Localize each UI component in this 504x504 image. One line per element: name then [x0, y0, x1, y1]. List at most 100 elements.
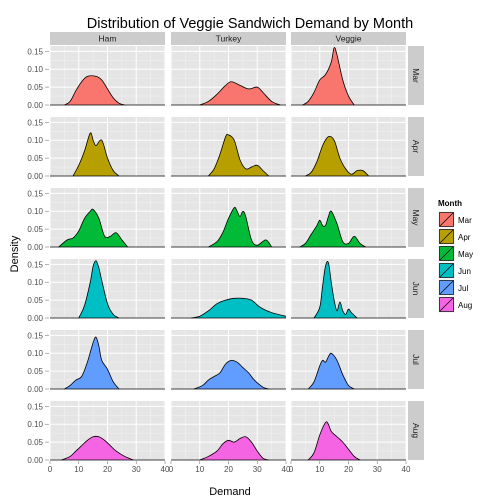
- density-area-may-ham: [58, 209, 128, 247]
- density-area-jul-turkey: [194, 360, 269, 389]
- y-tick-label: 0.10: [27, 278, 43, 287]
- panel-jul-turkey: [170, 330, 287, 390]
- strip-apr: [408, 117, 424, 176]
- strip-label-jun: Jun: [411, 282, 421, 296]
- density-line-apr-ham: [72, 132, 120, 177]
- y-tick-label: 0.00: [27, 172, 43, 181]
- x-tick-label: 0: [289, 465, 294, 474]
- density-area-mar-turkey: [199, 81, 281, 105]
- strip-label-jul: Jul: [411, 354, 421, 365]
- y-tick-label: 0.00: [27, 243, 43, 252]
- density-area-jun-turkey: [191, 298, 286, 318]
- y-axis-title: Density: [9, 235, 21, 272]
- strip-label-veggie: Veggie: [336, 34, 362, 44]
- chart-title: Distribution of Veggie Sandwich Demand b…: [87, 16, 413, 32]
- density-area-jun-veggie: [314, 261, 358, 318]
- density-line-may-veggie: [299, 210, 366, 248]
- x-axis-title: Demand: [209, 486, 251, 498]
- panel-mar-turkey: [170, 46, 287, 106]
- legend-label-jun: Jun: [458, 267, 471, 276]
- x-tick-label: 10: [195, 465, 204, 474]
- y-tick-label: 0.15: [27, 47, 43, 56]
- legend-label-apr: Apr: [458, 233, 471, 242]
- density-line-mar-veggie: [302, 47, 355, 106]
- y-tick-label: 0.05: [27, 367, 43, 376]
- density-line-jul-turkey: [193, 359, 269, 390]
- y-tick-label: 0.10: [27, 420, 43, 429]
- strip-jun: [408, 259, 424, 318]
- density-line-may-turkey: [208, 207, 272, 248]
- strip-may: [408, 188, 424, 247]
- x-tick-label: 30: [373, 465, 382, 474]
- panel-aug-ham: [49, 401, 166, 461]
- panel-may-ham: [49, 188, 166, 248]
- strip-aug: [408, 401, 424, 460]
- panel-jun-turkey: [170, 259, 287, 319]
- panel-jun-veggie: [290, 259, 407, 319]
- density-line-jun-veggie: [313, 261, 358, 319]
- panel-apr-turkey: [170, 117, 287, 177]
- legend-title: Month: [438, 199, 462, 208]
- density-line-jun-ham: [78, 260, 120, 319]
- y-tick-label: 0.05: [27, 154, 43, 163]
- x-tick-label: 40: [161, 465, 170, 474]
- legend-label-may: May: [458, 250, 473, 259]
- density-area-jun-ham: [78, 260, 119, 318]
- y-tick-label: 0.05: [27, 296, 43, 305]
- density-area-may-veggie: [299, 211, 366, 247]
- density-line-aug-turkey: [199, 436, 269, 461]
- y-tick-label: 0.10: [27, 349, 43, 358]
- panel-apr-veggie: [290, 117, 407, 177]
- strip-label-apr: Apr: [411, 140, 421, 153]
- strip-label-may: May: [411, 209, 421, 226]
- density-line-jul-veggie: [307, 352, 355, 390]
- density-line-aug-ham: [61, 435, 134, 461]
- density-area-jul-veggie: [308, 353, 355, 389]
- panel-jun-ham: [49, 259, 166, 319]
- y-tick-label: 0.10: [27, 136, 43, 145]
- y-tick-label: 0.00: [27, 385, 43, 394]
- strip-label-turkey: Turkey: [216, 34, 242, 44]
- density-line-apr-veggie: [305, 135, 369, 177]
- y-tick-label: 0.00: [27, 456, 43, 465]
- x-tick-label: 20: [224, 465, 233, 474]
- x-tick-label: 0: [48, 465, 53, 474]
- density-line-jun-turkey: [191, 297, 287, 319]
- density-line-mar-turkey: [199, 81, 281, 106]
- x-tick-label: 0: [169, 465, 174, 474]
- strip-label-ham: Ham: [99, 34, 117, 44]
- density-area-jul-ham: [64, 337, 119, 389]
- strip-turkey: [171, 32, 286, 45]
- density-line-apr-turkey: [208, 133, 270, 177]
- x-tick-label: 10: [74, 465, 83, 474]
- strip-mar: [408, 46, 424, 105]
- density-area-apr-veggie: [305, 136, 369, 176]
- panel-aug-veggie: [290, 401, 407, 461]
- strip-ham: [50, 32, 165, 45]
- y-tick-label: 0.05: [27, 83, 43, 92]
- density-area-mar-ham: [64, 75, 125, 105]
- density-area-aug-ham: [61, 436, 134, 460]
- panel-aug-turkey: [170, 401, 287, 461]
- y-tick-label: 0.00: [27, 314, 43, 323]
- density-area-apr-ham: [73, 132, 119, 176]
- density-line-mar-ham: [64, 75, 125, 106]
- x-tick-label: 30: [132, 465, 141, 474]
- panel-jul-ham: [49, 330, 166, 390]
- y-tick-label: 0.05: [27, 438, 43, 447]
- legend: Month Mar Apr May Jun Jul Aug: [437, 199, 473, 314]
- strip-jul: [408, 330, 424, 389]
- density-line-jul-ham: [64, 336, 120, 390]
- x-tick-label: 30: [253, 465, 262, 474]
- x-tick-label: 10: [315, 465, 324, 474]
- y-tick-label: 0.10: [27, 207, 43, 216]
- legend-label-mar: Mar: [458, 216, 472, 225]
- legend-label-aug: Aug: [458, 301, 472, 310]
- panel-mar-veggie: [290, 46, 407, 106]
- panel-mar-ham: [49, 46, 166, 106]
- y-tick-label: 0.15: [27, 118, 43, 127]
- panel-may-veggie: [290, 188, 407, 248]
- y-tick-label: 0.15: [27, 402, 43, 411]
- y-tick-label: 0.15: [27, 189, 43, 198]
